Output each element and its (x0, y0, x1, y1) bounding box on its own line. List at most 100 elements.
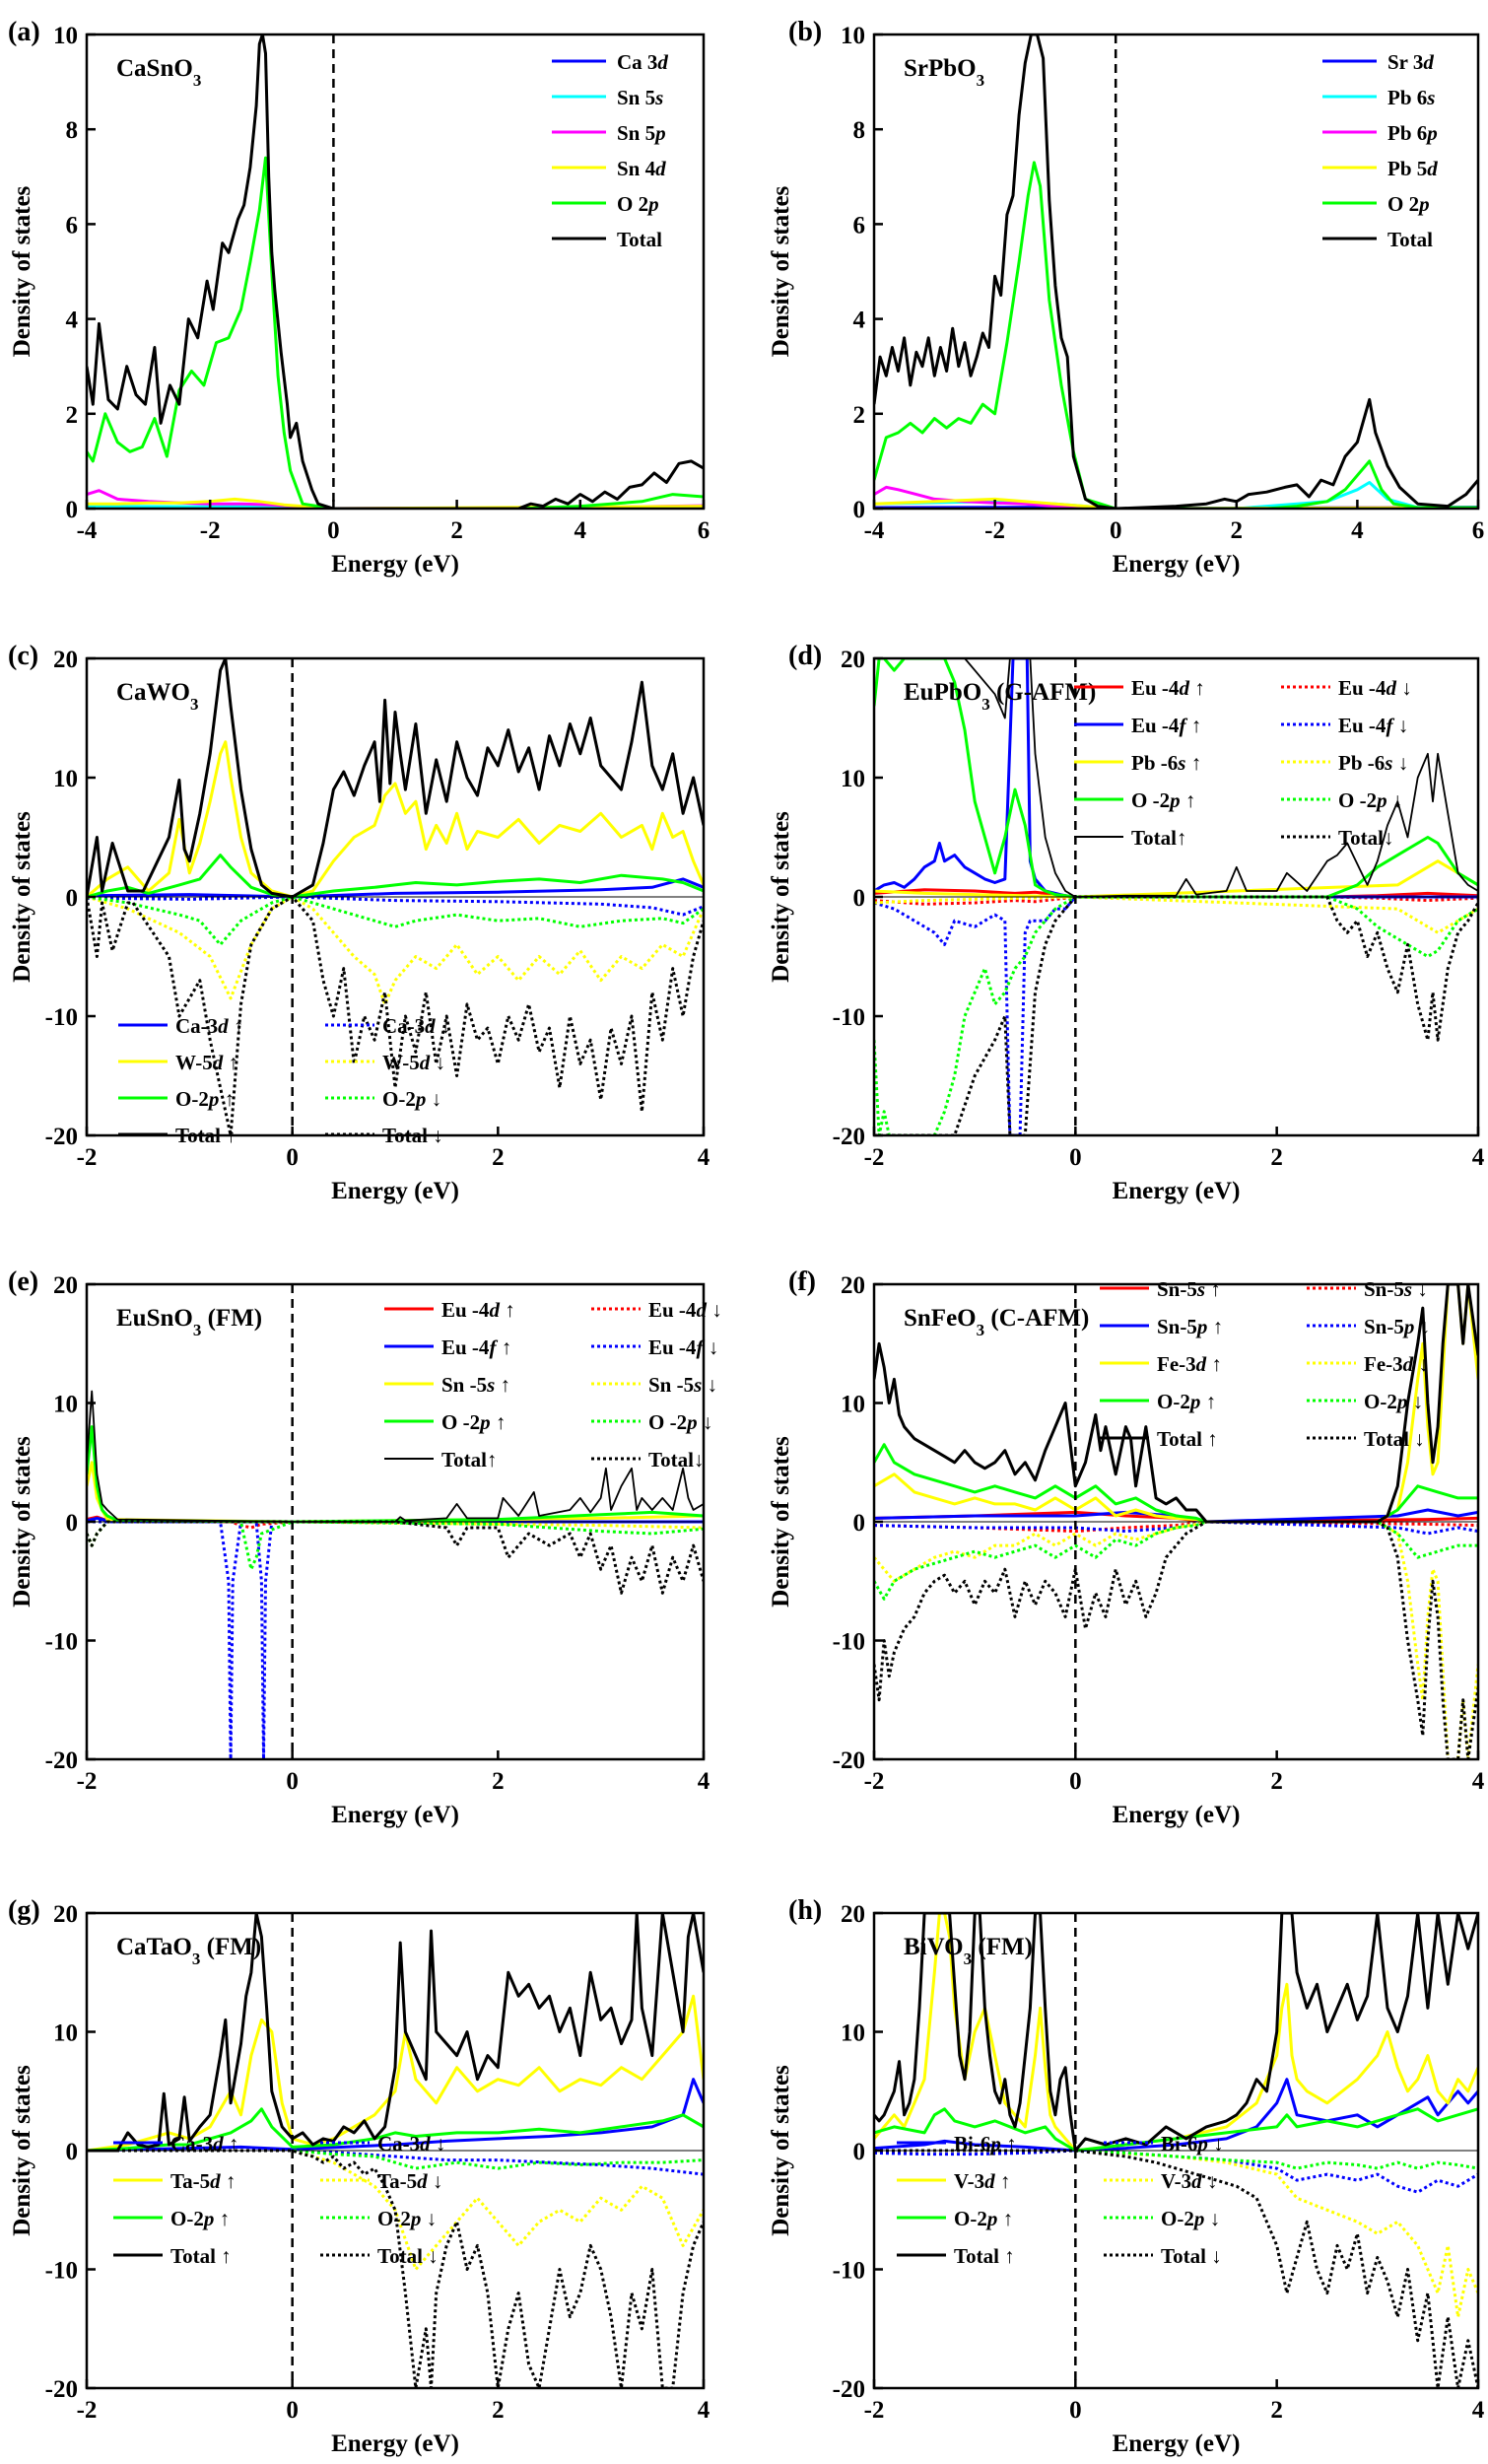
series-eu-4d-down (874, 895, 1478, 906)
y-axis-label: Density of states (768, 2065, 794, 2236)
x-tick-label: 4 (698, 2397, 710, 2424)
chart-title: SnFeO3 (C-AFM) (904, 1305, 1089, 1339)
legend-entry: Pb 6p (1387, 121, 1438, 145)
y-tick-label: 0 (66, 2139, 79, 2165)
x-tick-label: 0 (286, 1768, 299, 1795)
series-o-2p-down (87, 1520, 704, 1571)
y-tick-label: -10 (833, 1004, 865, 1031)
legend: Ca-3d ↑ Ca-3d ↓ W-5d ↑ W-5d ↓ O-2p ↑ O-2p ↓ To… (118, 1014, 450, 1147)
y-tick-label: 2 (66, 402, 79, 429)
legend: Ca-3d ↑ Ca-3d ↓ Ta-5d ↑ Ta-5d ↓ O-2p ↑ O-2p ↓… (113, 2132, 445, 2268)
x-tick-label: -2 (200, 517, 221, 544)
legend-entry: Sn-5p ↓ (1364, 1315, 1430, 1338)
legend-entry: Total ↓ (1364, 1427, 1425, 1451)
y-tick-label: 8 (66, 117, 79, 144)
x-tick-label: -2 (77, 2397, 98, 2424)
legend-entry: Eu -4f ↓ (648, 1335, 718, 1359)
series-eu-4f-down (87, 1520, 704, 1759)
y-tick-label: -10 (833, 1629, 865, 1656)
x-axis-label: Energy (eV) (1113, 551, 1241, 578)
series-eu-4f-down (874, 895, 1478, 1135)
y-tick-label: 0 (66, 497, 79, 523)
y-axis-label: Density of states (768, 1436, 794, 1608)
x-axis-label: Energy (eV) (331, 1178, 459, 1204)
legend-entry: Pb 6s (1387, 86, 1435, 109)
series-ca-3d-down (87, 895, 704, 917)
legend-entry: Eu -4f ↓ (1338, 714, 1408, 737)
x-axis-label: Energy (eV) (1113, 2430, 1241, 2457)
panel-label: (b) (788, 17, 822, 47)
y-tick-label: 10 (53, 766, 78, 792)
x-axis-label: Energy (eV) (331, 551, 459, 578)
legend: Ca 3d Sn 5s Sn 5p Sn 4d O 2p Total (552, 50, 668, 251)
legend: Sn-5s ↑ Sn-5s ↓ Sn-5p ↑ Sn-5p ↓ Fe-3d ↑ Fe-3d… (1100, 1277, 1430, 1451)
x-tick-label: 0 (1069, 2397, 1082, 2424)
x-tick-label: 6 (698, 517, 710, 544)
series-o-2p-down (87, 895, 704, 946)
plot-area (87, 1913, 704, 2388)
y-tick-label: 20 (53, 647, 78, 673)
x-tick-label: -2 (864, 2397, 885, 2424)
plot-area (874, 1913, 1478, 2388)
y-axis-label: Density of states (9, 185, 35, 357)
y-tick-label: -10 (45, 2258, 78, 2285)
legend-entry: V-3d ↓ (1161, 2169, 1217, 2193)
y-tick-label: -20 (833, 1747, 865, 1774)
axes-frame (85, 33, 706, 511)
panel-a: (a) -4 -2 0 2 4 6 0 2 4 6 8 10 Energy (eV) Density of … (8, 17, 710, 578)
x-axis-label: Energy (eV) (331, 2430, 459, 2457)
x-tick-label: 0 (327, 517, 340, 544)
legend-entry: Ca 3d (617, 50, 668, 74)
legend-entry: Eu -4d ↑ (1131, 676, 1205, 700)
legend-entry: V-3d ↑ (954, 2169, 1010, 2193)
series-totaldown (874, 895, 1478, 1135)
legend-entry: Fe-3d ↓ (1364, 1352, 1429, 1376)
y-tick-label: 0 (853, 497, 866, 523)
series-total-down (87, 895, 704, 1135)
x-tick-label: -2 (984, 517, 1005, 544)
legend-entry: Total ↑ (175, 1124, 237, 1147)
legend: Eu -4d ↑ Eu -4d ↓ Eu -4f ↑ Eu -4f ↓ Sn -5s ↑… (384, 1298, 722, 1472)
x-tick-label: -4 (864, 517, 885, 544)
x-axis-label: Energy (eV) (1113, 1178, 1241, 1204)
legend-entry: Total↑ (1131, 826, 1186, 850)
series-totalup (874, 658, 1478, 898)
chart-title: CaSnO3 (116, 55, 201, 90)
legend-entry: Pb -6s ↓ (1338, 751, 1408, 775)
panel-b: (b) -4 -2 0 2 4 6 0 2 4 6 8 10 Energy (eV) Density of … (768, 17, 1484, 578)
legend-entry: Ca-3d ↑ (170, 2132, 238, 2156)
y-tick-label: -10 (833, 2258, 865, 2285)
plot-area (87, 1390, 704, 1759)
x-tick-label: 4 (1351, 517, 1364, 544)
series-o-2p (87, 156, 704, 509)
x-tick-label: 4 (1472, 1144, 1485, 1171)
series-pb-6s-up (874, 859, 1478, 899)
series-o-2p-down (874, 1520, 1478, 1601)
x-tick-label: 2 (1270, 1144, 1283, 1171)
y-tick-label: -10 (45, 1629, 78, 1656)
legend-entry: Total ↓ (377, 2244, 439, 2268)
y-axis-label: Density of states (9, 2065, 35, 2236)
x-tick-label: -4 (77, 517, 98, 544)
y-axis-label: Density of states (9, 1436, 35, 1608)
series-ta-5d-up (87, 1994, 704, 2153)
series-o-2p-up (87, 854, 704, 899)
legend-entry: Sn -5s ↓ (648, 1373, 717, 1397)
y-tick-label: -20 (45, 1747, 78, 1774)
y-tick-label: 0 (853, 2139, 866, 2165)
legend-entry: O-2p ↑ (954, 2207, 1013, 2230)
x-tick-label: -2 (77, 1768, 98, 1795)
legend-entry: Sn 4d (617, 157, 666, 180)
series-sn-5s-down (874, 1520, 1478, 1534)
series-totalup (87, 1390, 704, 1523)
legend-entry: Ca-3d ↓ (377, 2132, 445, 2156)
y-tick-label: -20 (833, 1124, 865, 1150)
x-tick-label: 4 (698, 1768, 710, 1795)
legend: Eu -4d ↑ Eu -4d ↓ Eu -4f ↑ Eu -4f ↓ Pb -6s ↑… (1074, 676, 1412, 850)
series-total-up (874, 1913, 1478, 2153)
y-tick-label: -20 (45, 2376, 78, 2403)
